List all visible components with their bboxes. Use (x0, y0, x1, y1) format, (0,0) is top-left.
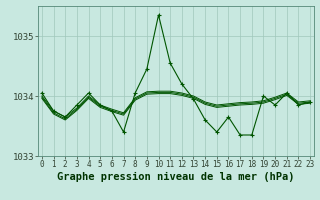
X-axis label: Graphe pression niveau de la mer (hPa): Graphe pression niveau de la mer (hPa) (57, 172, 295, 182)
